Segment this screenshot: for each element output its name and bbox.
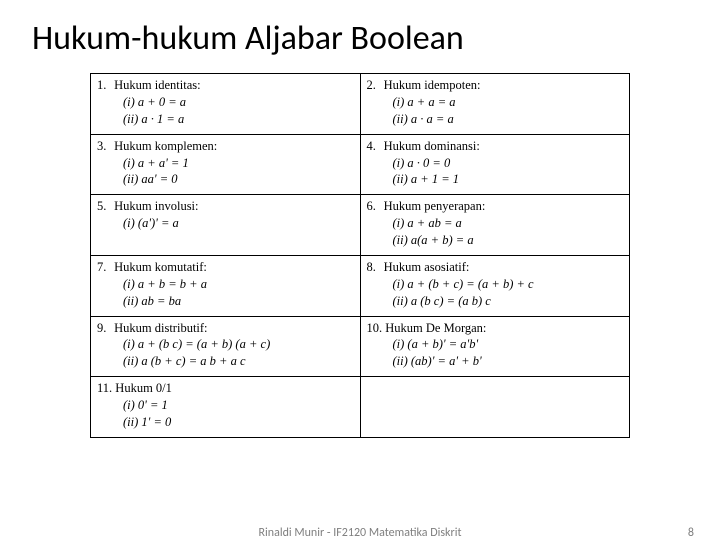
law-name: Hukum identitas: (114, 78, 200, 92)
law-number: 5. (97, 198, 111, 215)
table-row: 11. Hukum 0/1(i) 0' = 1(ii) 1' = 0 (91, 377, 630, 438)
law-equation: (i) a + 0 = a (123, 94, 354, 111)
law-heading: 11. Hukum 0/1 (97, 380, 354, 397)
law-heading: 8. Hukum asosiatif: (367, 259, 624, 276)
law-number: 8. (367, 259, 381, 276)
law-equation: (ii) a (b c) = (a b) c (393, 293, 624, 310)
law-number: 2. (367, 77, 381, 94)
law-heading: 9. Hukum distributif: (97, 320, 354, 337)
table-row: 9. Hukum distributif:(i) a + (b c) = (a … (91, 316, 630, 377)
law-equation: (ii) a + 1 = 1 (393, 171, 624, 188)
laws-tbody: 1. Hukum identitas:(i) a + 0 = a(ii) a ·… (91, 74, 630, 438)
law-number: 6. (367, 198, 381, 215)
law-equation: (i) a + a' = 1 (123, 155, 354, 172)
law-equations: (i) a · 0 = 0(ii) a + 1 = 1 (367, 155, 624, 189)
law-cell: 11. Hukum 0/1(i) 0' = 1(ii) 1' = 0 (91, 377, 361, 438)
law-equation: (i) a + a = a (393, 94, 624, 111)
law-equation: (i) a + ab = a (393, 215, 624, 232)
law-equations: (i) 0' = 1(ii) 1' = 0 (97, 397, 354, 431)
law-name: Hukum asosiatif: (384, 260, 470, 274)
law-name: Hukum komutatif: (114, 260, 207, 274)
law-cell (360, 377, 630, 438)
law-equations: (i) a + a = a(ii) a · a = a (367, 94, 624, 128)
law-equation: (i) a + (b c) = (a + b) (a + c) (123, 336, 354, 353)
law-equation: (i) (a')' = a (123, 215, 354, 232)
law-equation: (i) a · 0 = 0 (393, 155, 624, 172)
law-heading: 2. Hukum idempoten: (367, 77, 624, 94)
law-cell: 3. Hukum komplemen:(i) a + a' = 1(ii) aa… (91, 134, 361, 195)
law-equation: (ii) 1' = 0 (123, 414, 354, 431)
law-equations: (i) a + ab = a(ii) a(a + b) = a (367, 215, 624, 249)
law-cell: 4. Hukum dominansi:(i) a · 0 = 0(ii) a +… (360, 134, 630, 195)
law-equation: (i) a + (b + c) = (a + b) + c (393, 276, 624, 293)
law-name: Hukum De Morgan: (385, 321, 486, 335)
law-equation: (ii) aa' = 0 (123, 171, 354, 188)
law-name: Hukum idempoten: (384, 78, 481, 92)
slide: Hukum-hukum Aljabar Boolean 1. Hukum ide… (0, 0, 720, 540)
law-cell: 10. Hukum De Morgan:(i) (a + b)' = a'b'(… (360, 316, 630, 377)
slide-title: Hukum-hukum Aljabar Boolean (32, 18, 688, 59)
law-heading: 1. Hukum identitas: (97, 77, 354, 94)
law-number: 11. (97, 380, 112, 397)
law-number: 10. (367, 320, 383, 337)
law-equation: (ii) a · 1 = a (123, 111, 354, 128)
law-name: Hukum komplemen: (114, 139, 217, 153)
law-cell: 6. Hukum penyerapan:(i) a + ab = a(ii) a… (360, 195, 630, 256)
law-equation: (ii) ab = ba (123, 293, 354, 310)
law-equations: (i) a + a' = 1(ii) aa' = 0 (97, 155, 354, 189)
footer-center: Rinaldi Munir - IF2120 Matematika Diskri… (0, 526, 720, 540)
law-number: 1. (97, 77, 111, 94)
law-heading: 10. Hukum De Morgan: (367, 320, 624, 337)
law-equations: (i) a + (b + c) = (a + b) + c(ii) a (b c… (367, 276, 624, 310)
laws-table: 1. Hukum identitas:(i) a + 0 = a(ii) a ·… (90, 73, 630, 438)
law-name: Hukum 0/1 (115, 381, 172, 395)
law-cell: 9. Hukum distributif:(i) a + (b c) = (a … (91, 316, 361, 377)
law-equation: (ii) a (b + c) = a b + a c (123, 353, 354, 370)
law-equations: (i) (a')' = a (97, 215, 354, 232)
law-name: Hukum penyerapan: (384, 199, 486, 213)
law-number: 9. (97, 320, 111, 337)
law-name: Hukum dominansi: (384, 139, 480, 153)
law-equation: (i) a + b = b + a (123, 276, 354, 293)
footer-page-number: 8 (688, 526, 694, 540)
law-cell: 2. Hukum idempoten:(i) a + a = a(ii) a ·… (360, 74, 630, 135)
law-equation: (i) 0' = 1 (123, 397, 354, 414)
law-number: 4. (367, 138, 381, 155)
law-heading: 4. Hukum dominansi: (367, 138, 624, 155)
law-number: 3. (97, 138, 111, 155)
table-row: 7. Hukum komutatif:(i) a + b = b + a(ii)… (91, 255, 630, 316)
law-equations: (i) a + (b c) = (a + b) (a + c)(ii) a (b… (97, 336, 354, 370)
law-heading: 3. Hukum komplemen: (97, 138, 354, 155)
table-row: 5. Hukum involusi:(i) (a')' = a6. Hukum … (91, 195, 630, 256)
law-cell: 5. Hukum involusi:(i) (a')' = a (91, 195, 361, 256)
law-equation: (ii) (ab)' = a' + b' (393, 353, 624, 370)
law-heading: 6. Hukum penyerapan: (367, 198, 624, 215)
law-cell: 1. Hukum identitas:(i) a + 0 = a(ii) a ·… (91, 74, 361, 135)
law-equation: (ii) a(a + b) = a (393, 232, 624, 249)
table-row: 3. Hukum komplemen:(i) a + a' = 1(ii) aa… (91, 134, 630, 195)
law-cell: 8. Hukum asosiatif:(i) a + (b + c) = (a … (360, 255, 630, 316)
law-heading: 5. Hukum involusi: (97, 198, 354, 215)
law-equations: (i) (a + b)' = a'b'(ii) (ab)' = a' + b' (367, 336, 624, 370)
law-heading: 7. Hukum komutatif: (97, 259, 354, 276)
law-equations: (i) a + b = b + a(ii) ab = ba (97, 276, 354, 310)
law-equation: (i) (a + b)' = a'b' (393, 336, 624, 353)
law-number: 7. (97, 259, 111, 276)
law-cell: 7. Hukum komutatif:(i) a + b = b + a(ii)… (91, 255, 361, 316)
law-equations: (i) a + 0 = a(ii) a · 1 = a (97, 94, 354, 128)
law-name: Hukum involusi: (114, 199, 198, 213)
law-equation: (ii) a · a = a (393, 111, 624, 128)
table-row: 1. Hukum identitas:(i) a + 0 = a(ii) a ·… (91, 74, 630, 135)
law-name: Hukum distributif: (114, 321, 207, 335)
